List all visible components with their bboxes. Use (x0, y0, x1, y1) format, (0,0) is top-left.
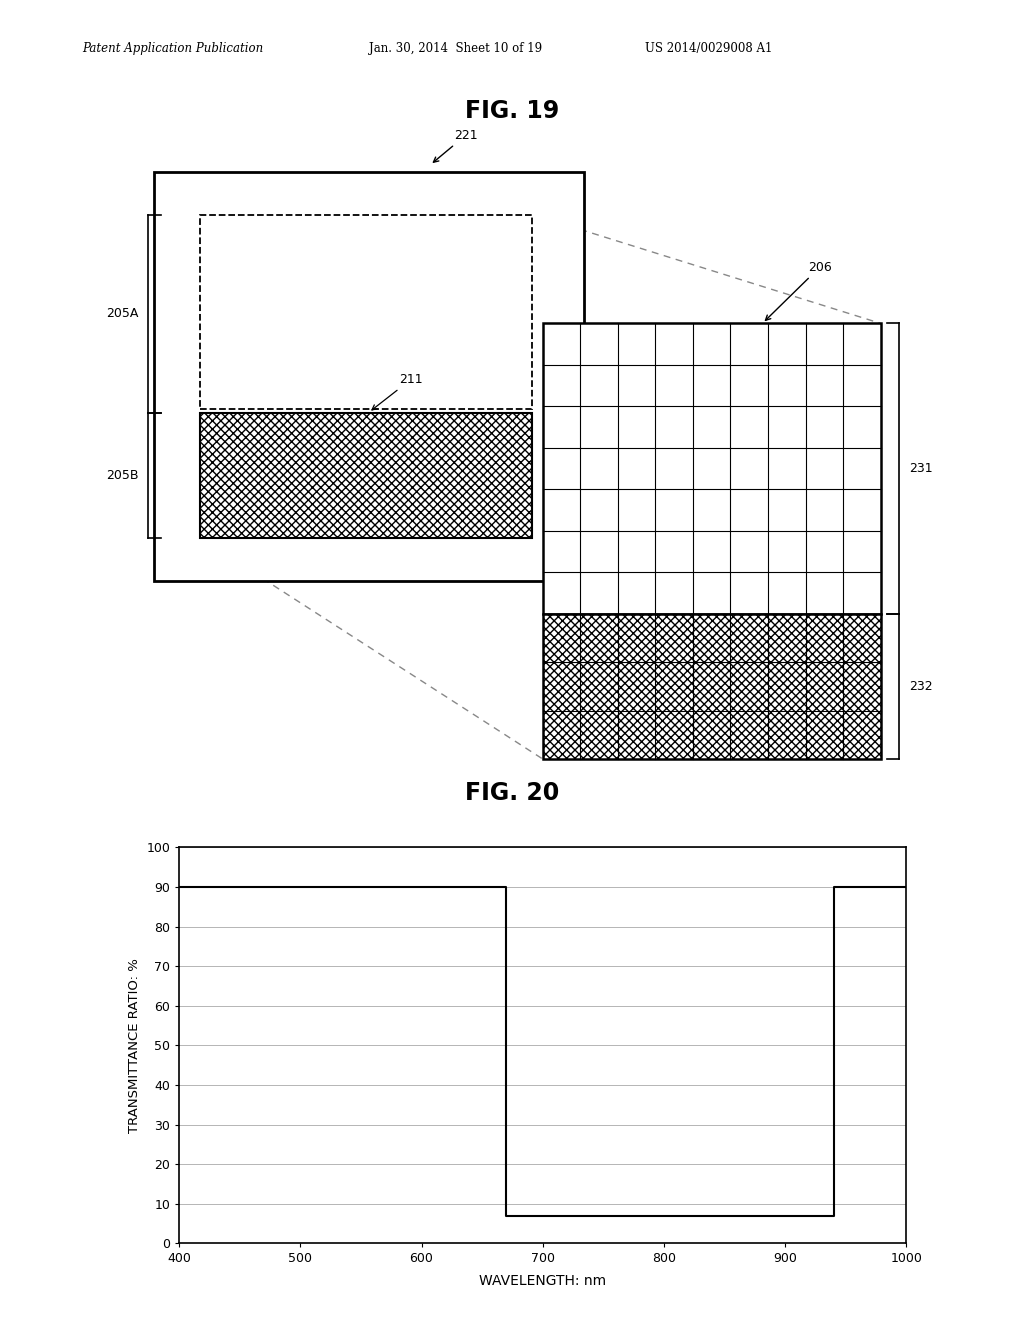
Text: 206: 206 (766, 260, 831, 321)
Text: 211: 211 (372, 372, 423, 411)
Text: 232: 232 (909, 680, 933, 693)
Bar (543, 323, 881, 614)
Y-axis label: TRANSMITTANCE RATIO: %: TRANSMITTANCE RATIO: % (128, 958, 140, 1133)
Bar (543, 614, 881, 759)
X-axis label: WAVELENGTH: nm: WAVELENGTH: nm (479, 1274, 606, 1288)
Text: 205A: 205A (105, 308, 138, 319)
Text: Patent Application Publication: Patent Application Publication (82, 42, 263, 55)
Text: 221: 221 (433, 128, 478, 162)
Bar (200, 413, 532, 539)
Text: Jan. 30, 2014  Sheet 10 of 19: Jan. 30, 2014 Sheet 10 of 19 (369, 42, 542, 55)
Text: FIG. 20: FIG. 20 (465, 781, 559, 805)
Text: US 2014/0029008 A1: US 2014/0029008 A1 (645, 42, 772, 55)
Bar (200, 214, 532, 409)
Text: 231: 231 (909, 462, 933, 475)
Text: FIG. 19: FIG. 19 (465, 99, 559, 123)
Bar (154, 172, 584, 581)
Text: 205B: 205B (105, 469, 138, 482)
